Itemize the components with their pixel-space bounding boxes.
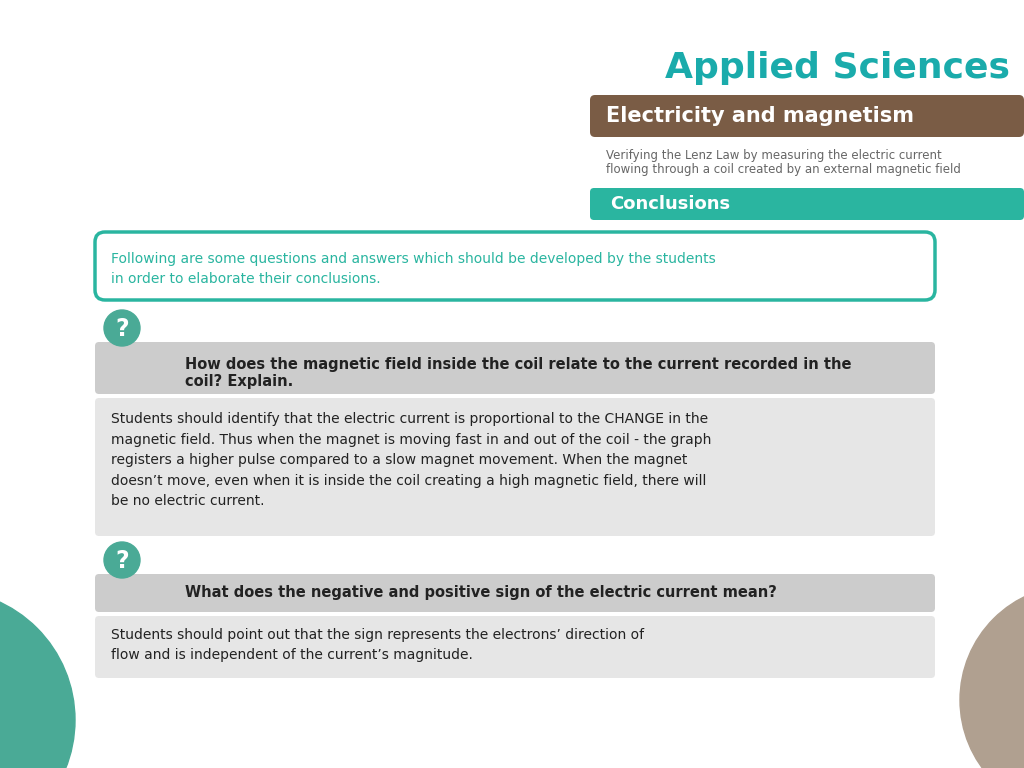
Text: Students should point out that the sign represents the electrons’ direction of: Students should point out that the sign … (111, 628, 644, 642)
FancyBboxPatch shape (95, 616, 935, 678)
FancyBboxPatch shape (95, 232, 935, 300)
Text: coil? Explain.: coil? Explain. (185, 374, 293, 389)
Text: flowing through a coil created by an external magnetic field: flowing through a coil created by an ext… (606, 163, 961, 176)
Text: Following are some questions and answers which should be developed by the studen: Following are some questions and answers… (111, 252, 716, 266)
Circle shape (104, 542, 140, 578)
Circle shape (961, 585, 1024, 768)
Text: flow and is independent of the current’s magnitude.: flow and is independent of the current’s… (111, 648, 473, 662)
Text: in order to elaborate their conclusions.: in order to elaborate their conclusions. (111, 272, 381, 286)
Text: ?: ? (115, 317, 129, 341)
Text: Verifying the Lenz Law by measuring the electric current: Verifying the Lenz Law by measuring the … (606, 149, 942, 162)
Text: What does the negative and positive sign of the electric current mean?: What does the negative and positive sign… (185, 585, 777, 601)
Text: Electricity and magnetism: Electricity and magnetism (606, 106, 914, 126)
Circle shape (0, 590, 75, 768)
FancyBboxPatch shape (590, 188, 1024, 220)
Text: How does the magnetic field inside the coil relate to the current recorded in th: How does the magnetic field inside the c… (185, 357, 852, 372)
Circle shape (104, 310, 140, 346)
FancyBboxPatch shape (95, 342, 935, 394)
Text: ?: ? (115, 549, 129, 573)
Text: Applied Sciences: Applied Sciences (665, 51, 1010, 85)
FancyBboxPatch shape (95, 398, 935, 536)
Text: Students should identify that the electric current is proportional to the CHANGE: Students should identify that the electr… (111, 412, 712, 508)
FancyBboxPatch shape (590, 95, 1024, 137)
FancyBboxPatch shape (95, 574, 935, 612)
Text: Conclusions: Conclusions (610, 195, 730, 213)
